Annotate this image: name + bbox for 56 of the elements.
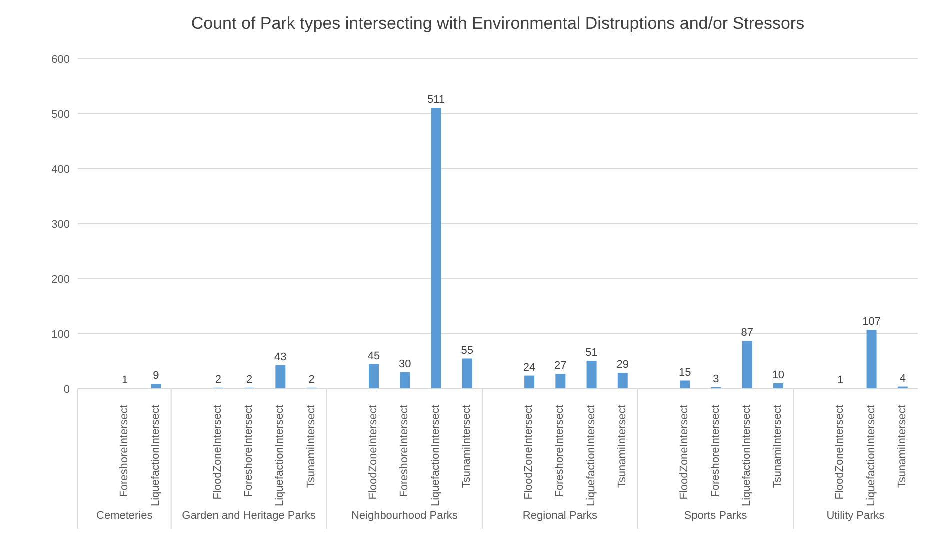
data-label: 27 bbox=[554, 360, 567, 372]
x-tick-label: ForeshoreIntersect bbox=[118, 405, 131, 498]
text: Sports Parks bbox=[684, 510, 748, 522]
data-label: 107 bbox=[862, 316, 881, 328]
x-tick-label: ForeshoreIntersect bbox=[243, 405, 256, 498]
x-tick-label: TsunamiIntersect bbox=[305, 405, 318, 488]
x-tick-label: LiquefactionIntersect bbox=[150, 405, 162, 507]
x-tick-label: ForeshoreIntersect bbox=[398, 405, 411, 498]
data-label: 4 bbox=[900, 372, 906, 385]
x-tick-label: TsunamiIntersect bbox=[616, 405, 628, 488]
x-tick-label: TsunamiIntersect bbox=[896, 405, 908, 488]
data-label: 10 bbox=[772, 370, 785, 382]
data-label: 511 bbox=[427, 94, 445, 106]
x-tick-label: LiquefactionIntersect bbox=[865, 405, 878, 507]
data-label: 1 bbox=[838, 374, 844, 386]
text: Regional Parks bbox=[522, 510, 598, 522]
data-label: 2 bbox=[246, 374, 253, 386]
data-label: 87 bbox=[741, 327, 754, 340]
x-tick-label: LiquefactionIntersect bbox=[274, 405, 286, 507]
x-tick-label: LiquefactionIntersect bbox=[430, 405, 442, 507]
data-label: 29 bbox=[616, 359, 630, 372]
text: Neighbourhood Parks bbox=[351, 510, 458, 522]
data-label: 9 bbox=[153, 370, 160, 382]
text: Cemeteries bbox=[96, 510, 154, 522]
x-tick-label: LiquefactionIntersect bbox=[585, 405, 598, 507]
x-tick-label: FloodZoneIntersect bbox=[834, 405, 846, 500]
y-tick-label: 300 bbox=[52, 218, 70, 231]
data-label: 2 bbox=[215, 374, 222, 386]
x-tick-label: ForeshoreIntersect bbox=[710, 405, 722, 498]
data-label: 3 bbox=[713, 373, 720, 386]
data-label: 45 bbox=[368, 350, 380, 362]
y-tick-label: 400 bbox=[52, 164, 70, 176]
data-label: 55 bbox=[461, 344, 474, 357]
x-tick-label: TsunamiIntersect bbox=[772, 405, 784, 488]
x-tick-label: LiquefactionIntersect bbox=[740, 405, 753, 507]
y-tick-label: 100 bbox=[52, 328, 70, 341]
x-tick-label: FloodZoneIntersect bbox=[212, 405, 224, 500]
x-tick-label: FloodZoneIntersect bbox=[523, 405, 536, 500]
data-label: 1 bbox=[122, 374, 128, 386]
text: Utility Parks bbox=[826, 510, 886, 522]
text: Garden and Heritage Parks bbox=[182, 510, 317, 522]
data-label: 24 bbox=[523, 362, 536, 374]
data-label: 51 bbox=[586, 346, 598, 359]
y-tick-label: 500 bbox=[52, 108, 70, 121]
y-tick-label: 200 bbox=[52, 274, 70, 286]
y-tick-label: 600 bbox=[52, 54, 70, 66]
data-label: 30 bbox=[398, 358, 412, 370]
chart-title: Count of Park types intersecting with Environmental Distruptions and/or Stressors bbox=[190, 13, 806, 35]
x-tick-label: FloodZoneIntersect bbox=[678, 405, 691, 500]
data-label: 43 bbox=[274, 351, 287, 364]
x-tick-label: ForeshoreIntersect bbox=[554, 405, 566, 498]
data-label: 2 bbox=[308, 374, 315, 386]
x-tick-label: FloodZoneIntersect bbox=[368, 405, 380, 500]
y-tick-label: 0 bbox=[64, 384, 70, 396]
x-tick-label: TsunamiIntersect bbox=[460, 405, 473, 488]
data-label: 15 bbox=[678, 366, 692, 379]
